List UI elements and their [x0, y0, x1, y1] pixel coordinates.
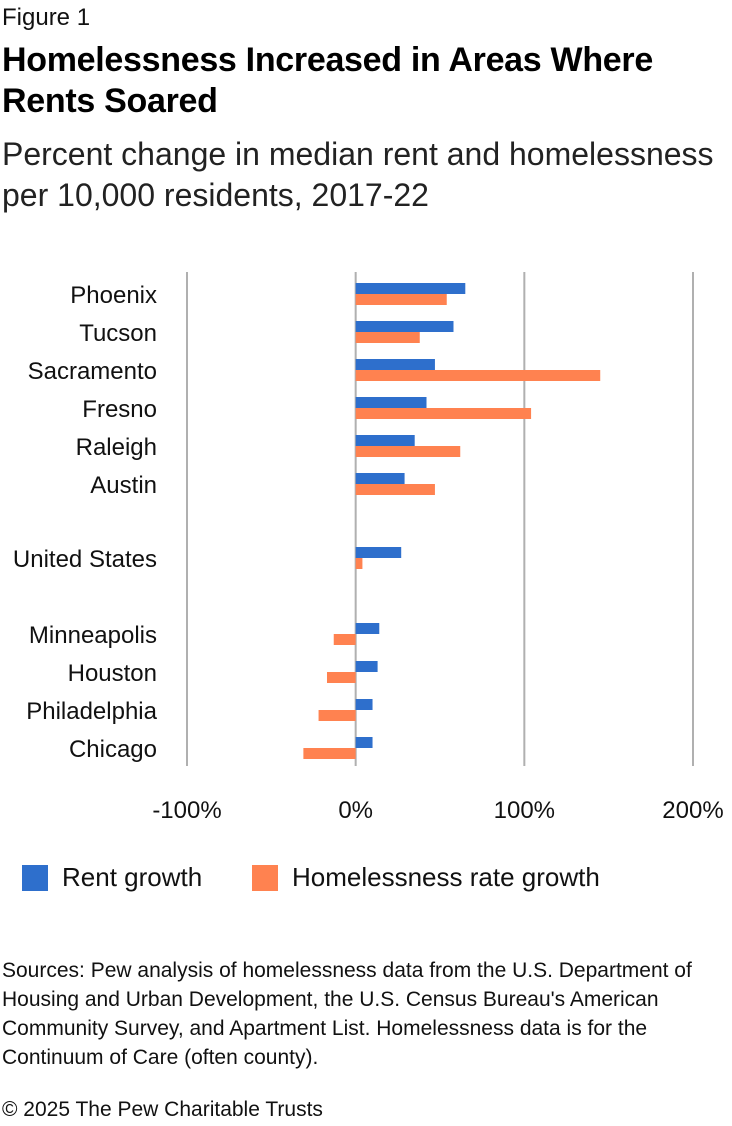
legend-label-rent: Rent growth	[62, 862, 203, 892]
bar-rent-1	[355, 321, 454, 332]
category-label: Sacramento	[28, 358, 157, 385]
bar-homelessness-10	[303, 748, 356, 759]
legend: Rent growth Homelessness rate growth	[0, 862, 732, 898]
legend-label-homelessness: Homelessness rate growth	[292, 862, 600, 892]
bar-rent-0	[355, 283, 466, 294]
bar-rent-8	[355, 661, 378, 672]
bar-homelessness-4	[355, 446, 461, 457]
x-tick-label: 100%	[494, 797, 555, 824]
bar-rent-9	[355, 699, 373, 710]
category-label: United States	[13, 546, 157, 573]
legend-swatch-rent	[22, 864, 48, 891]
bar-homelessness-9	[318, 710, 356, 721]
category-label: Phoenix	[70, 282, 157, 309]
bar-rent-5	[355, 473, 405, 484]
x-tick-label: 200%	[662, 797, 723, 824]
bar-rent-7	[355, 623, 380, 634]
bar-homelessness-3	[355, 408, 532, 419]
bar-homelessness-6	[355, 558, 363, 569]
category-label: Chicago	[69, 736, 157, 763]
bar-homelessness-0	[355, 294, 447, 305]
bar-homelessness-1	[355, 332, 420, 343]
x-tick-label: 0%	[338, 797, 373, 824]
category-label: Austin	[90, 472, 157, 499]
bar-rent-3	[355, 397, 427, 408]
bar-homelessness-5	[355, 484, 435, 495]
chart-subtitle: Percent change in median rent and homele…	[2, 136, 714, 213]
legend-item-homelessness: Homelessness rate growth	[252, 862, 600, 893]
bar-rent-2	[355, 359, 435, 370]
chart-title: Homelessness Increased in Areas Where Re…	[2, 41, 653, 120]
bar-rent-6	[355, 547, 402, 558]
category-label: Raleigh	[76, 434, 157, 461]
bar-rent-10	[355, 737, 373, 748]
bar-homelessness-2	[355, 370, 601, 381]
category-label: Houston	[68, 660, 157, 687]
category-label: Fresno	[82, 396, 157, 423]
bar-homelessness-8	[326, 672, 356, 683]
figure-label: Figure 1	[2, 4, 91, 31]
category-label: Minneapolis	[29, 622, 157, 649]
bar-homelessness-7	[333, 634, 356, 645]
sources-note: Sources: Pew analysis of homelessness da…	[2, 959, 692, 1069]
bar-rent-4	[355, 435, 415, 446]
legend-swatch-homelessness	[252, 864, 278, 891]
copyright: © 2025 The Pew Charitable Trusts	[2, 1098, 323, 1121]
category-label: Tucson	[79, 320, 157, 347]
category-label: Philadelphia	[26, 698, 157, 725]
legend-item-rent: Rent growth	[22, 862, 202, 893]
x-tick-label: -100%	[152, 797, 221, 824]
bar-chart: Phoenix Tucson Sacramento Fresno Raleigh Aust…	[13, 272, 724, 824]
